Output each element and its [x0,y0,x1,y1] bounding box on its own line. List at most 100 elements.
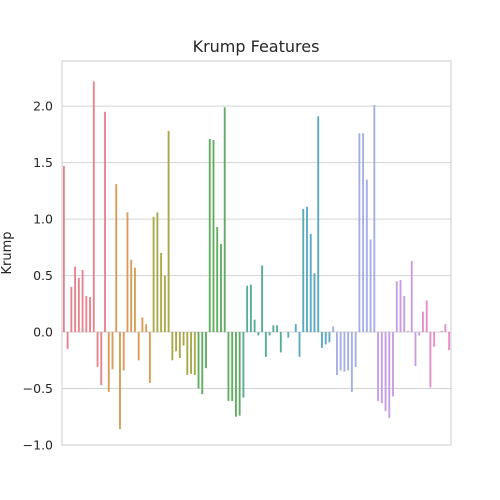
y-tick-label: 1.0 [33,212,53,227]
bar [365,179,368,333]
bar [178,332,181,359]
bar [377,332,379,401]
bar [246,285,249,333]
bar [306,206,308,333]
bar [85,295,88,333]
bar [134,267,136,333]
bar [70,286,73,333]
bar [328,332,331,343]
bar [433,332,436,347]
bar [62,166,65,333]
bar [152,216,155,333]
bar [335,332,338,375]
bar [104,111,106,333]
bar [100,332,103,386]
bar [373,105,376,333]
bar [122,332,125,371]
bar [111,332,114,370]
bar [234,332,237,417]
bar [444,324,447,333]
bar [141,317,144,333]
bar [238,332,241,416]
bar [145,324,148,333]
bar [148,332,151,383]
bar [410,260,413,333]
bar [414,332,417,366]
bar [362,133,365,333]
y-tick-label: 0.5 [33,268,53,283]
bar [201,332,204,395]
bar [380,332,383,404]
bar [186,332,189,375]
y-tick-labels: −1.0 −0.5 0.0 0.5 1.0 1.5 2.0 [23,99,53,453]
bar [298,332,301,357]
bar [272,325,275,333]
y-tick-label: −0.5 [23,381,53,396]
bar [358,133,361,333]
bar [182,332,185,346]
bar [399,280,402,333]
bar [249,284,252,333]
y-tick-label: 2.0 [33,99,53,114]
bar [107,332,110,392]
bar [268,332,271,336]
bar [276,325,279,333]
bar [212,140,215,333]
bar [242,332,245,398]
bar [171,332,174,361]
bar [429,332,432,388]
bar [156,212,159,333]
bar [216,227,219,333]
bar [332,326,335,333]
bar [220,243,222,333]
bar [313,273,316,333]
bar [126,212,129,333]
bar [339,332,342,371]
bar [190,332,192,374]
bar [422,311,424,333]
bar [261,265,264,333]
bar [425,300,428,333]
y-axis-label: Krump [0,231,15,274]
bar [130,259,133,333]
bar [115,184,118,333]
bar [77,277,80,333]
bar [354,332,357,368]
bar [231,332,234,401]
bar [403,295,406,333]
bar [257,332,260,336]
bar [197,332,200,389]
bar [74,266,77,333]
bars [62,81,451,430]
bar [321,332,323,348]
bar [369,239,372,333]
bar [137,332,140,361]
plot-frame [61,60,452,446]
bar [160,253,163,333]
bar [253,319,256,333]
bar [89,297,91,333]
bar [264,332,267,357]
y-tick-label: 1.5 [33,155,53,170]
bar [343,332,346,372]
bar [208,138,211,333]
bar [119,332,121,430]
bar [287,332,290,338]
bar [294,324,297,333]
bar [395,281,398,333]
bar [324,332,327,345]
bar [92,81,95,333]
chart-title: Krump Features [193,37,320,56]
bar [279,332,282,353]
y-tick-label: 0.0 [33,325,53,340]
bar [418,332,421,336]
bar [205,332,207,369]
bar [223,107,226,333]
bar [66,332,69,349]
bar [193,332,196,375]
bar [81,269,84,333]
bar [317,116,320,333]
bar [384,332,387,412]
bar [96,332,99,368]
